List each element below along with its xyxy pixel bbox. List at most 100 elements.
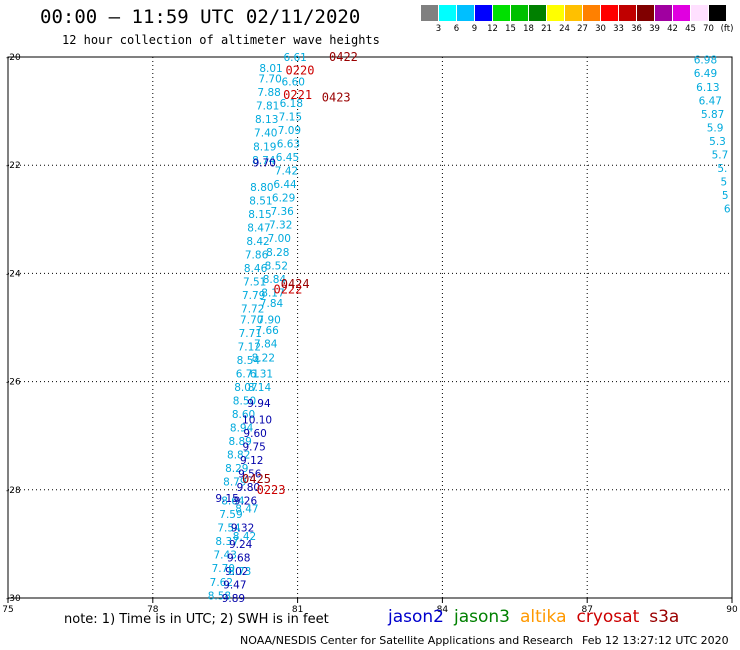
color-scale-tick: 12 xyxy=(487,24,498,34)
satellite-legend-item: jason3 xyxy=(454,607,510,627)
color-scale-tick: 36 xyxy=(631,24,642,34)
color-scale-tick: 45 xyxy=(685,24,696,34)
wave-height-value: 7.70 xyxy=(240,314,263,326)
wave-height-value: 8.47 xyxy=(235,504,258,516)
color-swatch xyxy=(691,5,708,21)
wave-height-value: 7.36 xyxy=(270,206,294,218)
wave-height-value: 7.88 xyxy=(257,87,280,99)
wave-height-value: 7.54 xyxy=(217,523,241,535)
wave-height-value: 8.60 xyxy=(232,409,255,421)
wave-height-value: 8.84 xyxy=(263,274,287,286)
pass-time-label: 0424 xyxy=(281,277,310,291)
wave-height-value: 7.86 xyxy=(245,249,269,261)
wave-height-value: 9.60 xyxy=(243,428,266,440)
wave-height-value: 8.54 xyxy=(237,355,261,367)
color-scale-tick: 27 xyxy=(577,24,588,34)
wave-height-value: 7.15 xyxy=(279,112,302,124)
wave-height-value: 10.10 xyxy=(242,414,272,426)
color-scale-tick: 3 xyxy=(435,24,442,34)
x-tick-label: 75 xyxy=(2,605,13,615)
wave-height-value: 8.64 xyxy=(221,496,245,508)
color-scale-tick: 30 xyxy=(595,24,606,34)
pass-time-label: 0221 xyxy=(283,88,312,102)
pass-time-label: 0222 xyxy=(273,283,302,297)
plot-frame xyxy=(7,56,733,599)
wave-height-value: 5.87 xyxy=(701,109,724,121)
wave-height-value: 9.89 xyxy=(222,593,245,605)
wave-height-value: 9.15 xyxy=(215,493,238,505)
wave-height-value: 7.62 xyxy=(210,577,233,589)
wave-height-value: 8.50 xyxy=(233,396,256,408)
pass-time-label: 0220 xyxy=(286,64,315,78)
wave-height-value: 8.15 xyxy=(248,209,271,221)
wave-height-value: 6.29 xyxy=(272,193,295,205)
x-tick-label: 87 xyxy=(581,605,592,615)
color-swatch xyxy=(475,5,492,21)
wave-height-value: 6.45 xyxy=(276,152,299,164)
wave-height-value: 6.47 xyxy=(699,95,722,107)
satellite-legend-item: altika xyxy=(520,607,567,627)
wave-height-value: 7.79 xyxy=(242,290,265,302)
wave-height-value: 8.37 xyxy=(215,536,238,548)
x-tick-label: 90 xyxy=(726,605,738,615)
wave-height-value: 9.24 xyxy=(229,539,253,551)
wave-height-value: 8.79 xyxy=(223,477,246,489)
color-swatch xyxy=(493,5,510,21)
color-scale-tick: 39 xyxy=(649,24,660,34)
wave-height-value: 9.12 xyxy=(240,455,263,467)
wave-height-value: 5 xyxy=(720,176,727,188)
color-scale-tick: 6 xyxy=(453,24,460,34)
wave-height-value: 8.74 xyxy=(252,155,276,167)
wave-height-value: 8.82 xyxy=(227,450,250,462)
color-scale-tick: 70 xyxy=(703,24,714,34)
wave-height-value: 5.3 xyxy=(709,136,726,148)
wave-height-value: 8.17 xyxy=(261,287,284,299)
wave-height-value: 6.61 xyxy=(283,52,306,64)
wave-height-value: 7.51 xyxy=(243,277,266,289)
wave-height-value: 7.40 xyxy=(254,128,277,140)
wave-height-value: 9.94 xyxy=(247,398,271,410)
wave-height-value: 9.70 xyxy=(253,157,276,169)
color-swatch xyxy=(601,5,618,21)
color-scale-tick: 9 xyxy=(471,24,478,34)
wave-height-value: 6.44 xyxy=(273,179,297,191)
wave-height-value: 7.84 xyxy=(260,298,284,310)
wave-height-value: 8.94 xyxy=(230,423,254,435)
color-swatch xyxy=(709,5,726,21)
wave-height-value: 8.42 xyxy=(233,531,256,543)
color-swatch xyxy=(619,5,636,21)
wave-height-value: 8.42 xyxy=(246,236,269,248)
wave-height-value: 8.73 xyxy=(228,566,251,578)
pass-time-label: 0425 xyxy=(242,472,271,486)
wave-height-value: 7.43 xyxy=(214,550,237,562)
color-swatch xyxy=(529,5,546,21)
y-tick-label: -20 xyxy=(6,53,21,63)
pass-time-label: 0422 xyxy=(329,50,358,64)
credit-line: NOAA/NESDIS Center for Satellite Applica… xyxy=(240,634,574,647)
wave-height-value: 9.75 xyxy=(242,442,265,454)
wave-height-value: 8.28 xyxy=(266,247,289,259)
y-tick-label: -24 xyxy=(6,269,21,279)
wave-height-value: 8.80 xyxy=(250,182,273,194)
footer-note: note: 1) Time is in UTC; 2) SWH is in fe… xyxy=(64,612,329,627)
wave-height-value: 8.46 xyxy=(244,263,268,275)
wave-height-value: 7.66 xyxy=(255,325,279,337)
wave-height-value: 7.71 xyxy=(239,328,262,340)
wave-height-value: 9.56 xyxy=(238,469,262,481)
satellite-legend-item: jason2 xyxy=(388,607,444,627)
wave-height-value: 7.84 xyxy=(254,339,278,351)
wave-height-value: 6.13 xyxy=(696,82,719,94)
wave-height-value: 8.01 xyxy=(259,63,282,75)
color-scale-tick: 42 xyxy=(667,24,678,34)
wave-height-value: 9.80 xyxy=(237,482,260,494)
color-scale-unit: (ft) xyxy=(720,24,734,34)
color-swatch xyxy=(583,5,600,21)
color-swatch xyxy=(655,5,672,21)
color-swatch xyxy=(673,5,690,21)
wave-height-value: 5 xyxy=(722,190,729,202)
color-swatch xyxy=(457,5,474,21)
wave-height-value: 6.71 xyxy=(236,368,259,380)
wave-height-value: 6.98 xyxy=(694,55,717,67)
wave-height-value: 9.47 xyxy=(223,579,246,591)
